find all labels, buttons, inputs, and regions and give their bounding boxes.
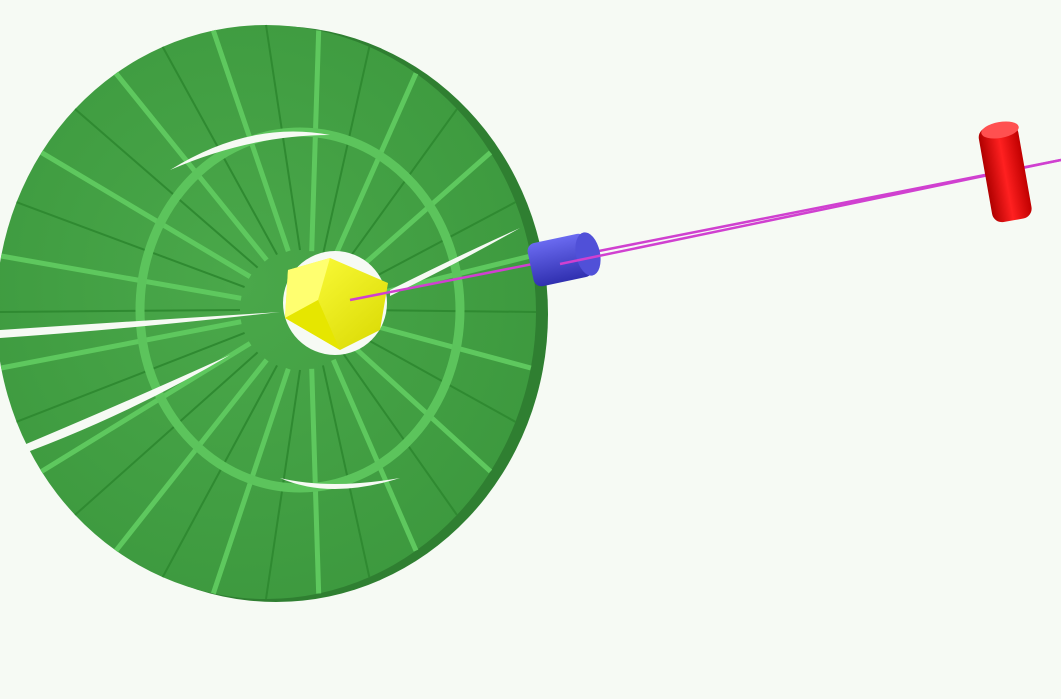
segment-line (0, 309, 241, 313)
slit (390, 228, 520, 296)
segment-line (331, 72, 419, 262)
segment-line (114, 358, 269, 553)
segment-line (358, 253, 532, 301)
segment-line (114, 71, 269, 262)
segment-line (74, 108, 259, 269)
particle-track (559, 158, 1061, 266)
segment-line (309, 30, 322, 252)
slit (170, 131, 330, 170)
segment-line (354, 332, 516, 423)
cylinder-cap (575, 232, 601, 276)
segment-lines (0, 24, 537, 600)
segment-line (348, 150, 493, 279)
segment-line (341, 351, 458, 516)
blue-detector (527, 232, 601, 287)
segment-line (321, 46, 371, 255)
segment-line (348, 341, 493, 474)
cylinder-body (978, 123, 1032, 223)
segment-line (0, 253, 242, 301)
slit (0, 355, 230, 462)
segment-line (161, 364, 278, 578)
cube-face (285, 258, 330, 318)
segment-line (341, 108, 458, 269)
segment-line (40, 341, 252, 474)
segment-line (74, 351, 259, 516)
slit (0, 312, 280, 338)
segment-line (16, 201, 245, 288)
segment-line (331, 358, 419, 552)
segment-line (359, 309, 537, 313)
segment-line (40, 150, 252, 279)
cube-face (285, 300, 340, 350)
segment-line (358, 319, 532, 371)
red-detector (978, 121, 1032, 223)
segment-line (16, 332, 245, 423)
segment-line (0, 319, 242, 371)
segment-line (321, 365, 371, 578)
segment-line (309, 368, 322, 594)
cylinder-cap (981, 121, 1019, 139)
slit (280, 478, 400, 489)
segment-line (354, 201, 516, 288)
